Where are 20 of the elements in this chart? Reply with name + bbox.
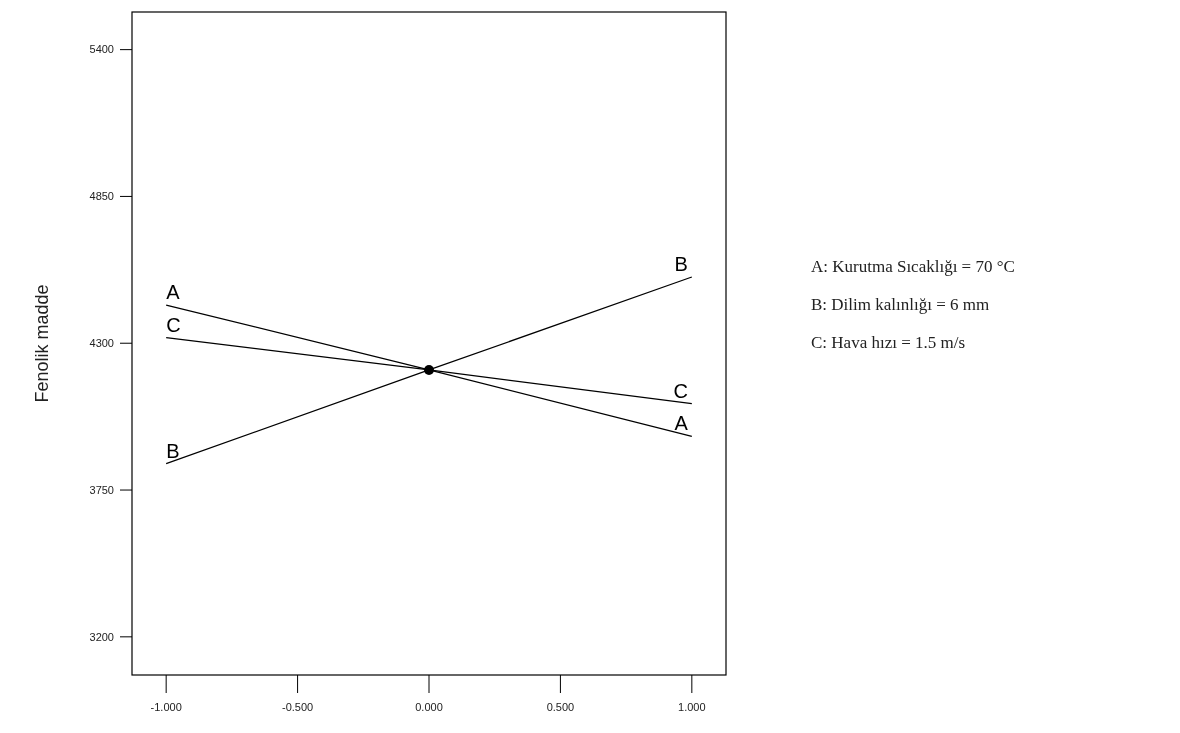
y-axis-title: Fenolik madde	[32, 284, 52, 403]
x-tick-label: 0.500	[546, 701, 575, 713]
x-tick-label: 0.000	[415, 701, 443, 713]
text: B: Dilim kalınlığı = 6 mm	[811, 295, 990, 314]
text: A	[166, 281, 180, 304]
series-label: C	[673, 379, 688, 402]
x-tick-label: -1.000	[150, 701, 182, 713]
y-tick-label: 3200	[89, 630, 114, 643]
x-tick-label: 1.000	[678, 701, 706, 713]
text: C	[166, 313, 181, 336]
series-label: B	[166, 439, 180, 462]
y-tick-label: 4850	[89, 190, 114, 203]
text: C: Hava hızı = 1.5 m/s	[811, 333, 966, 352]
text: A: Kurutma Sıcaklığı = 70 °C	[811, 257, 1015, 276]
y-tick-label: 3750	[89, 483, 114, 496]
y-tick-label: 4300	[89, 337, 114, 350]
text: B	[674, 253, 688, 276]
x-tick-label: -0.500	[281, 701, 314, 713]
y-tick-label: 5400	[89, 43, 114, 56]
series-label: A	[674, 412, 689, 435]
